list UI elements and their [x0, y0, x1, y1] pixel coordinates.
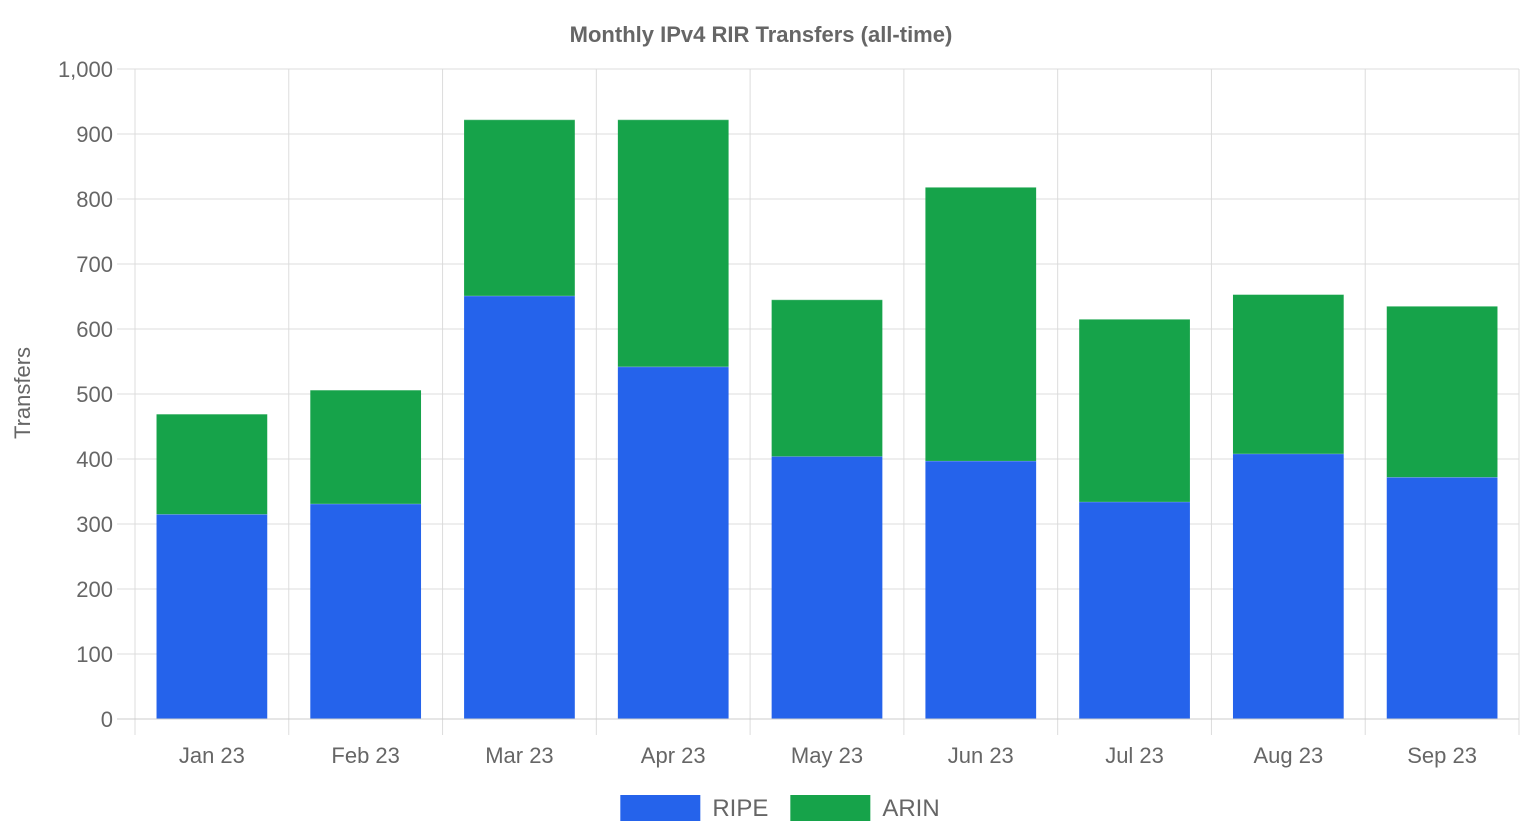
legend-item-ripe[interactable]: RIPE [620, 795, 768, 822]
bar-arin-jan-23[interactable] [156, 414, 268, 515]
y-tick-label: 900 [76, 122, 113, 147]
y-tick-label: 800 [76, 187, 113, 212]
y-tick-label: 700 [76, 252, 113, 277]
x-tick-label: Jun 23 [948, 743, 1014, 768]
legend-item-arin[interactable]: ARIN [790, 795, 940, 822]
x-tick-label: Jul 23 [1105, 743, 1164, 768]
bar-ripe-sep-23[interactable] [1386, 477, 1498, 719]
bar-arin-mar-23[interactable] [464, 119, 575, 296]
x-tick-label: Sep 23 [1407, 743, 1477, 768]
bar-arin-aug-23[interactable] [1232, 294, 1344, 454]
bar-arin-jul-23[interactable] [1079, 319, 1190, 502]
bar-ripe-apr-23[interactable] [617, 366, 729, 719]
y-tick-label: 600 [76, 317, 113, 342]
y-tick-label: 200 [76, 577, 113, 602]
x-tick-label: May 23 [791, 743, 863, 768]
legend-swatch-ripe [620, 795, 701, 821]
legend-label-ripe: RIPE [712, 795, 768, 822]
bar-ripe-jul-23[interactable] [1079, 501, 1190, 719]
y-tick-label: 300 [76, 512, 113, 537]
bar-ripe-jan-23[interactable] [156, 514, 268, 719]
y-axis-label: Transfers [10, 347, 35, 439]
bar-arin-jun-23[interactable] [925, 187, 1037, 461]
y-tick-label: 100 [76, 642, 113, 667]
x-tick-label: Apr 23 [641, 743, 706, 768]
y-tick-label: 400 [76, 447, 113, 472]
bar-ripe-aug-23[interactable] [1232, 453, 1344, 719]
bar-arin-feb-23[interactable] [310, 390, 422, 504]
bars [156, 119, 1498, 719]
x-tick-label: Mar 23 [485, 743, 553, 768]
x-tick-label: Jan 23 [179, 743, 245, 768]
axes: 0 100 200 300 400 500 600 700 800 900 1,000 Jan 23 F… [58, 57, 1519, 768]
legend[interactable]: RIPE ARIN [620, 795, 940, 822]
legend-swatch-arin [790, 795, 871, 821]
legend-label-arin: ARIN [882, 795, 939, 822]
y-tick-label: 500 [76, 382, 113, 407]
bar-arin-may-23[interactable] [771, 299, 883, 457]
x-tick-label: Feb 23 [331, 743, 400, 768]
bar-ripe-feb-23[interactable] [310, 503, 422, 719]
bar-ripe-may-23[interactable] [771, 456, 883, 719]
bar-ripe-jun-23[interactable] [925, 460, 1037, 719]
x-tick-label: Aug 23 [1253, 743, 1323, 768]
chart-title: Monthly IPv4 RIR Transfers (all-time) [570, 22, 953, 47]
y-tick-label: 1,000 [58, 57, 113, 82]
bar-arin-sep-23[interactable] [1386, 306, 1498, 478]
y-tick-label: 0 [101, 707, 113, 732]
bar-arin-apr-23[interactable] [617, 119, 729, 367]
bar-ripe-mar-23[interactable] [464, 295, 575, 719]
